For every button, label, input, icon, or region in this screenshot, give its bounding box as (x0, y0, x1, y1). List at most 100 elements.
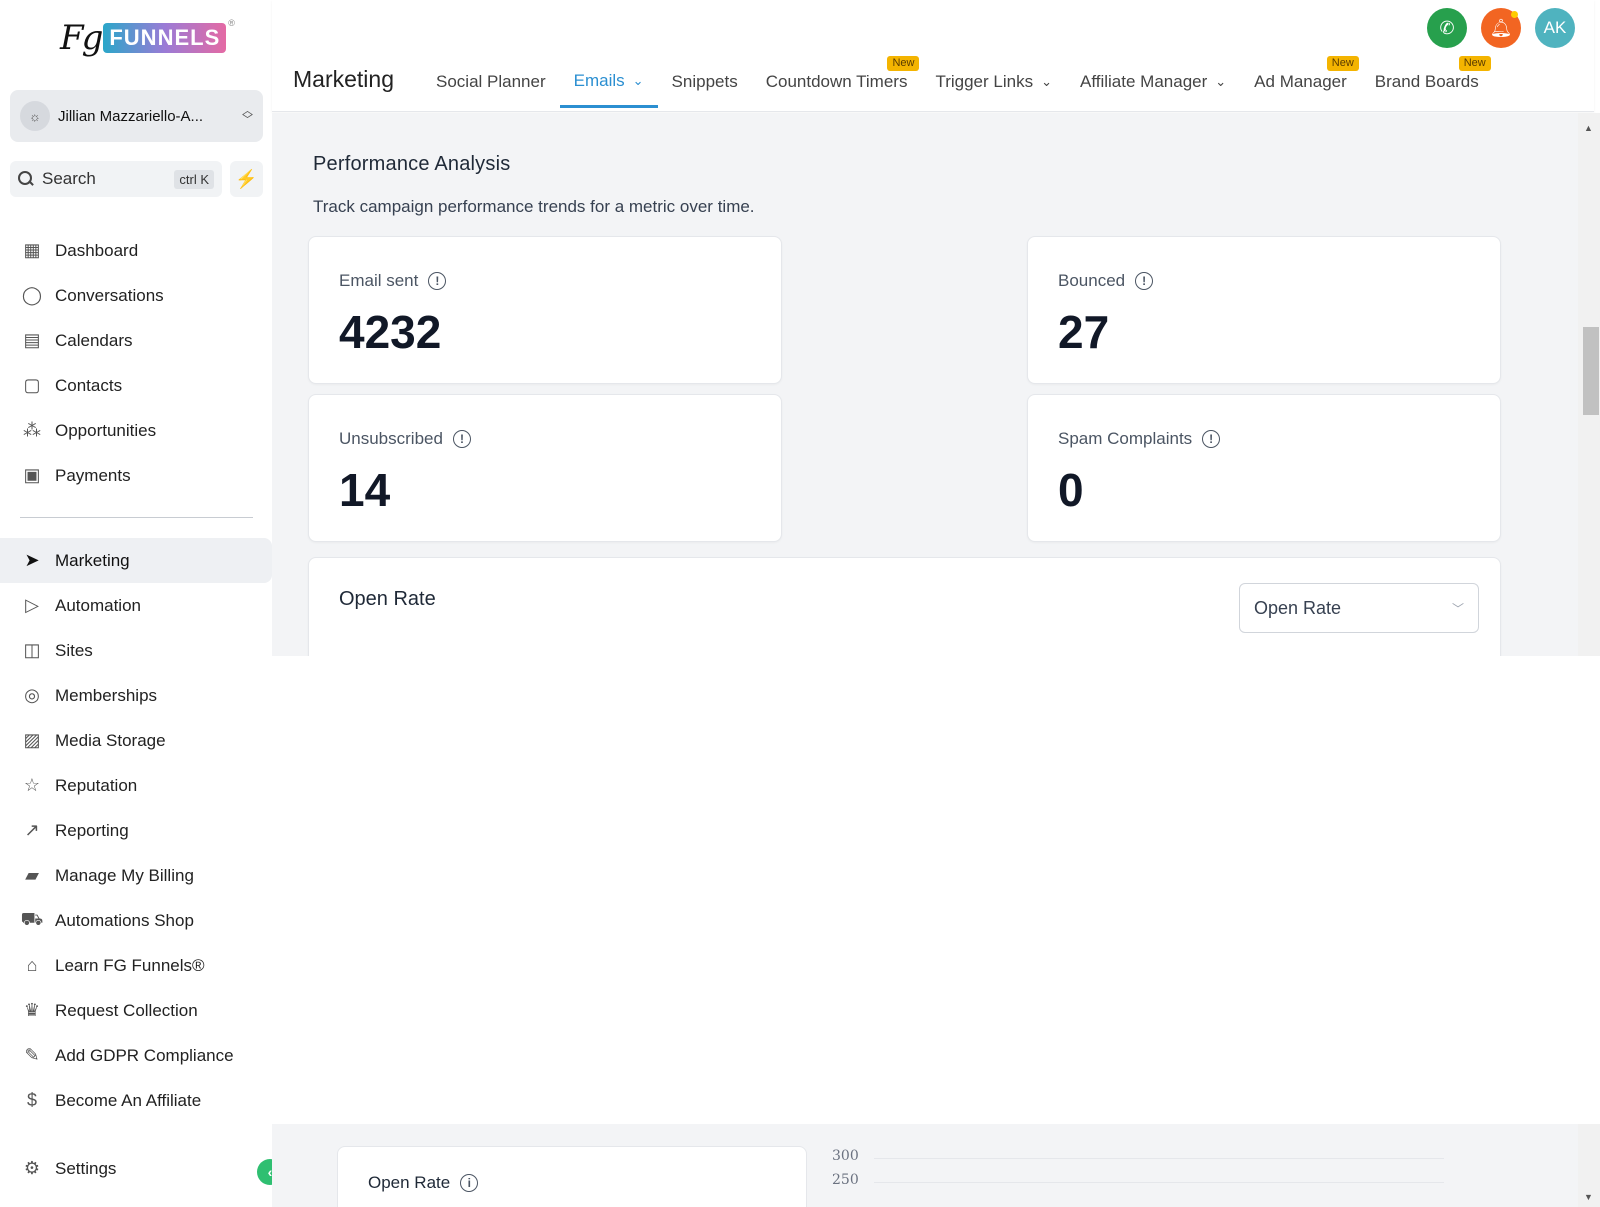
tab-label: Affiliate Manager (1080, 72, 1208, 91)
sidebar-item-label: Become An Affiliate (55, 1090, 202, 1110)
info-icon[interactable]: ! (1202, 430, 1221, 448)
new-badge: New (1326, 56, 1359, 71)
metric-label: Email sent! (339, 271, 447, 291)
sidebar-item-payments[interactable]: ▣ Payments (0, 453, 272, 498)
sidebar-item-media-storage[interactable]: ▨ Media Storage (0, 718, 272, 763)
scroll-thumb[interactable] (1583, 327, 1599, 415)
mini-card-title-text: Open Rate (368, 1173, 451, 1192)
sidebar-item-label: Automation (55, 595, 141, 615)
vertical-scrollbar[interactable]: ▲ (1578, 113, 1600, 656)
account-name: Jillian Mazzariello-A... (58, 107, 204, 125)
vertical-scrollbar-lower[interactable]: ▼ (1578, 1124, 1600, 1207)
top-bar: Marketing Social Planner Emails ⌄ Snippet… (272, 0, 1594, 112)
tab-brand-boards[interactable]: New Brand Boards (1361, 56, 1493, 108)
sidebar-item-label: Dashboard (55, 240, 139, 260)
bell-icon[interactable]: 🔔︎ (1481, 8, 1521, 48)
tab-snippets[interactable]: Snippets (658, 56, 752, 108)
tab-label: Social Planner (436, 72, 546, 91)
tab-social-planner[interactable]: Social Planner (422, 56, 560, 108)
metric-value: 0 (1058, 464, 1084, 516)
chevron-down-icon: ⌄ (1215, 74, 1227, 89)
account-switcher[interactable]: ☼ Jillian Mazzariello-A... ︿ ﹀ (10, 90, 263, 142)
sidebar-item-marketing[interactable]: ➤ Marketing (0, 538, 272, 583)
sidebar-item-automations-shop[interactable]: ⛟ Automations Shop (0, 898, 272, 943)
page-title: Marketing (293, 66, 394, 92)
metric-label: Spam Complaints! (1058, 429, 1221, 449)
sidebar-item-label: Reputation (55, 775, 138, 795)
info-icon[interactable]: i (460, 1174, 479, 1192)
sidebar-item-conversations[interactable]: ◯ Conversations (0, 273, 272, 318)
sidebar-item-opportunities[interactable]: ⁂ Opportunities (0, 408, 272, 453)
scroll-down-arrow-icon[interactable]: ▼ (1584, 1192, 1593, 1202)
sidebar-item-label: Conversations (55, 285, 164, 305)
sidebar-item-contacts[interactable]: ▢ Contacts (0, 363, 272, 408)
tab-affiliate-manager[interactable]: Affiliate Manager ⌄ (1066, 56, 1240, 108)
info-icon[interactable]: ! (452, 430, 471, 448)
quick-actions-bolt-icon[interactable]: ⚡ (230, 161, 263, 197)
tab-emails[interactable]: Emails ⌄ (559, 56, 658, 108)
send-icon: ➤ (24, 550, 40, 570)
graduation-icon: ⌂ (26, 955, 38, 975)
sidebar-divider (20, 517, 253, 518)
sidebar-item-label: Memberships (55, 685, 158, 705)
tab-countdown-timers[interactable]: New Countdown Timers (752, 56, 922, 108)
star-icon: ☆ (23, 775, 41, 795)
sidebar-item-memberships[interactable]: ◎ Memberships (0, 673, 272, 718)
sidebar-item-automation[interactable]: ▷ Automation (0, 583, 272, 628)
search-icon (18, 171, 34, 187)
info-icon[interactable]: ! (1135, 272, 1154, 290)
sidebar-item-become-an-affiliate[interactable]: $ Become An Affiliate (0, 1078, 272, 1123)
metric-card-spam-complaints: Spam Complaints! 0 (1027, 394, 1501, 542)
tab-label: Brand Boards (1374, 72, 1479, 91)
sidebar-item-calendars[interactable]: ▤ Calendars (0, 318, 272, 363)
open-rate-title: Open Rate (339, 588, 436, 610)
logo-funnels: FUNNELS (103, 23, 227, 53)
sidebar-item-manage-my-billing[interactable]: ▰ Manage My Billing (0, 853, 272, 898)
sidebar-item-label: Request Collection (55, 1000, 198, 1020)
tab-label: Emails (573, 70, 625, 90)
chevron-updown-icon: ︿ ﹀ (242, 105, 253, 126)
sidebar-nav-footer: ⚙ Settings (0, 1146, 272, 1191)
metric-select-value: Open Rate (1254, 597, 1342, 618)
search-button[interactable]: Search ctrl K (10, 161, 222, 197)
chevron-down-icon: ⌄ (632, 72, 644, 88)
logo-fg: Fg (60, 18, 103, 58)
sidebar-item-settings[interactable]: ⚙ Settings (0, 1146, 272, 1191)
search-shortcut: ctrl K (174, 169, 214, 189)
brand-logo[interactable]: Fg FUNNELS ® (60, 18, 235, 58)
info-icon[interactable]: ! (428, 272, 447, 290)
scroll-up-arrow-icon[interactable]: ▲ (1584, 123, 1593, 133)
open-rate-chart: 300 250 (832, 1144, 1472, 1207)
chat-icon: ◯ (21, 285, 43, 305)
sidebar-item-reputation[interactable]: ☆ Reputation (0, 763, 272, 808)
tab-trigger-links[interactable]: Trigger Links ⌄ (921, 56, 1066, 108)
tab-ad-manager[interactable]: New Ad Manager (1240, 56, 1361, 108)
user-avatar[interactable]: AK (1535, 8, 1575, 48)
metric-value: 14 (339, 464, 391, 516)
section-title: Performance Analysis (313, 153, 511, 175)
sidebar-item-learn-fg-funnels[interactable]: ⌂ Learn FG Funnels® (0, 943, 272, 988)
sidebar-item-label: Payments (55, 465, 131, 485)
sidebar-item-add-gdpr-compliance[interactable]: ✎ Add GDPR Compliance (0, 1033, 272, 1078)
sidebar-item-dashboard[interactable]: ▦ Dashboard (0, 228, 272, 273)
sidebar-item-label: Marketing (55, 550, 130, 570)
sidebar-item-label: Sites (55, 640, 93, 660)
sidebar-item-reporting[interactable]: ↗ Reporting (0, 808, 272, 853)
y-tick-label: 250 (832, 1172, 859, 1188)
opportunities-icon: ⁂ (23, 420, 41, 440)
sites-icon: ◫ (23, 640, 41, 660)
metric-select[interactable]: Open Rate ﹀ (1239, 583, 1479, 633)
sidebar-nav-secondary: ➤ Marketing ▷ Automation ◫ Sites ◎ Membershi… (0, 538, 272, 1123)
sidebar-item-sites[interactable]: ◫ Sites (0, 628, 272, 673)
account-avatar-icon: ☼ (20, 101, 50, 131)
metric-label-text: Unsubscribed (339, 429, 443, 448)
metric-card-email-sent: Email sent! 4232 (308, 236, 782, 384)
calendar-icon: ▤ (23, 330, 41, 350)
sidebar-item-request-collection[interactable]: ♛ Request Collection (0, 988, 272, 1033)
phone-icon[interactable]: ✆ (1427, 8, 1467, 48)
marketing-tabs: Social Planner Emails ⌄ Snippets New Count… (422, 56, 1493, 112)
section-subtitle: Track campaign performance trends for a … (313, 197, 755, 216)
image-icon: ▨ (23, 730, 41, 750)
billing-icon: ▰ (25, 865, 39, 885)
sidebar-item-label: Opportunities (55, 420, 157, 440)
